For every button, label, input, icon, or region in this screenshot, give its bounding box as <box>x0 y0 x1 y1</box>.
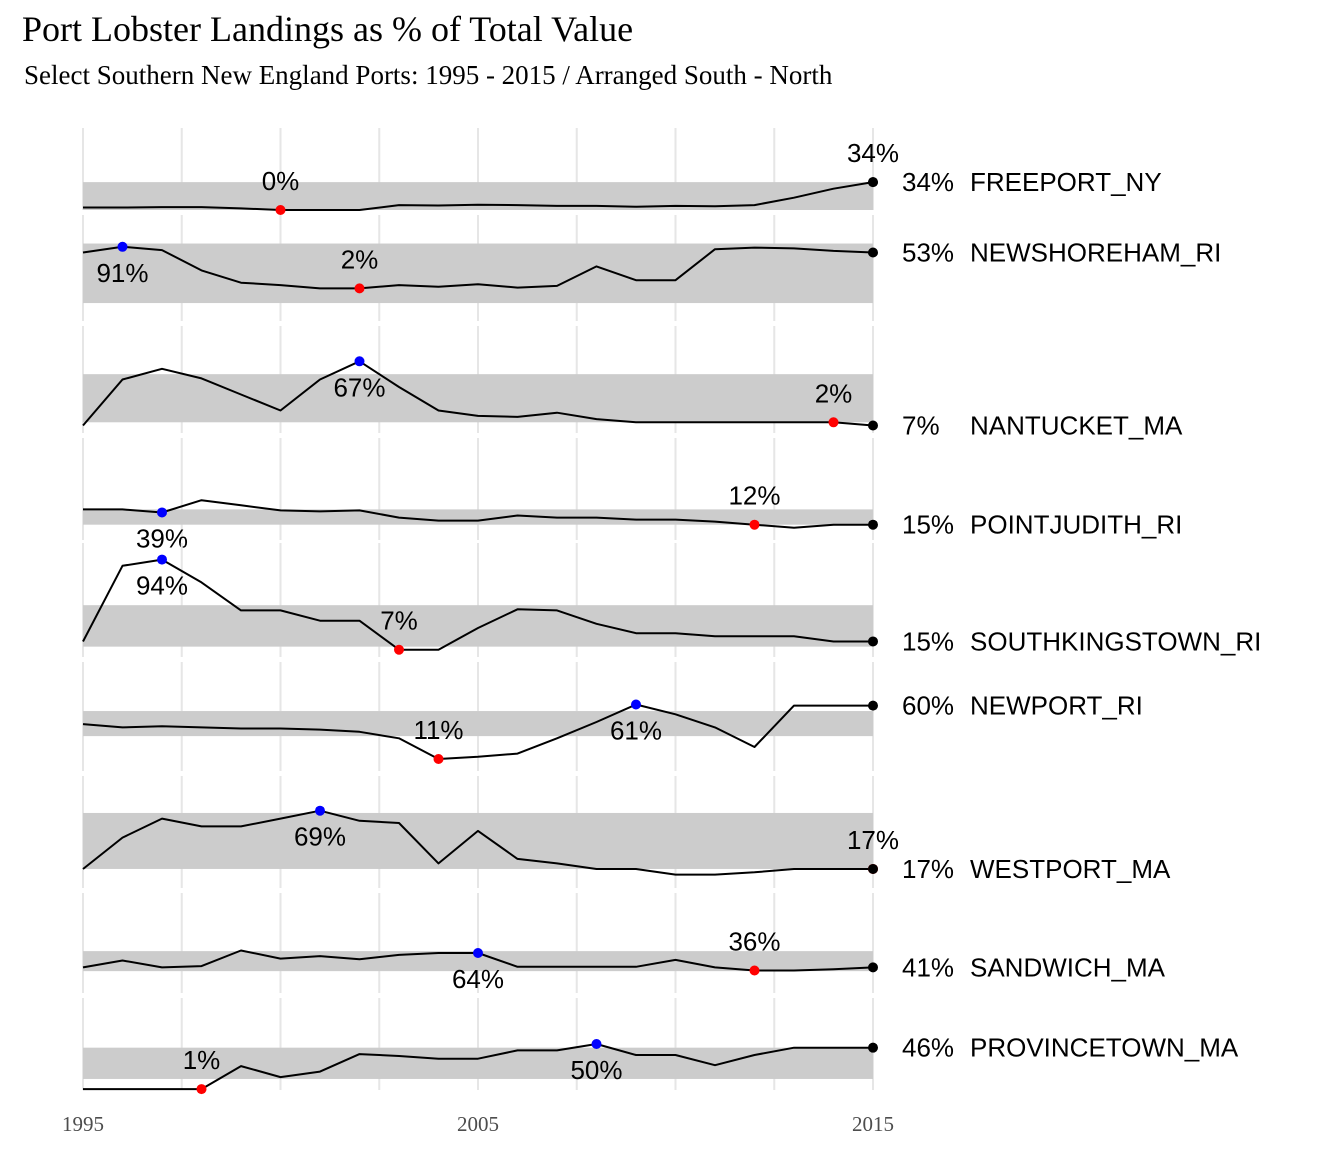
last-value-label: 41% <box>902 952 954 982</box>
last-value-label: 46% <box>902 1033 954 1063</box>
range-band <box>83 1047 873 1079</box>
last-point <box>868 519 878 530</box>
last-value-label: 60% <box>902 691 954 721</box>
last-value-label: 15% <box>902 510 954 540</box>
min-point <box>394 644 404 655</box>
last-point <box>868 962 878 973</box>
min-point <box>433 754 444 765</box>
series-line <box>82 245 874 290</box>
max-point <box>591 1039 602 1049</box>
port-name-label: SANDWICH_MA <box>970 952 1166 982</box>
facet-newshoreham-ri: 2% 91% 53% NEWSHOREHAM_RI <box>82 215 1221 321</box>
max-point <box>157 554 167 565</box>
port-name-label: NEWSHOREHAM_RI <box>970 238 1221 268</box>
port-name-label: SOUTHKINGSTOWN_RI <box>970 626 1261 656</box>
range-band <box>83 812 873 869</box>
min-point <box>749 519 760 530</box>
min-point <box>354 283 365 294</box>
facet-southkingstown-ri: 7% 94% 15% SOUTHKINGSTOWN_RI <box>82 543 1261 657</box>
min-point <box>196 1084 207 1095</box>
last-point <box>868 247 878 258</box>
facet-freeport-ny: 0% 34%34% FREEPORT_NY <box>82 128 1162 215</box>
last-value-label: 53% <box>902 238 954 268</box>
x-tick-label: 1995 <box>62 1112 104 1136</box>
min-label: 0% <box>262 166 300 196</box>
last-value-label: 15% <box>902 626 954 656</box>
series-line <box>83 499 873 529</box>
last-point <box>868 863 878 874</box>
facet-provincetown-ma: 1% 50% 46% PROVINCETOWN_MA <box>82 998 1239 1095</box>
port-name-label: PROVINCETOWN_MA <box>970 1033 1239 1063</box>
range-band <box>83 243 873 304</box>
x-tick-label: 2015 <box>852 1112 894 1136</box>
range-band <box>83 711 873 737</box>
facet-nantucket-ma: 2% 67% 7% NANTUCKET_MA <box>82 326 1183 441</box>
max-point <box>315 805 325 816</box>
min-point <box>749 965 760 976</box>
last-point <box>868 1042 878 1053</box>
min-label: 36% <box>728 927 780 957</box>
range-band <box>83 374 873 423</box>
range-band <box>83 605 873 647</box>
min-label: 2% <box>341 244 379 274</box>
max-point <box>631 699 641 710</box>
last-point <box>868 636 878 647</box>
min-point <box>275 205 286 215</box>
x-tick-label: 2005 <box>457 1112 499 1136</box>
max-point <box>117 241 128 252</box>
range-band <box>83 509 873 525</box>
port-name-label: WESTPORT_MA <box>970 854 1171 884</box>
last-point <box>868 700 878 711</box>
series-line <box>83 181 874 211</box>
series-line <box>82 558 873 651</box>
max-label: 94% <box>136 571 188 601</box>
facet-sandwich-ma: 36% 64% 41% SANDWICH_MA <box>82 893 1166 994</box>
max-label: 91% <box>96 258 148 288</box>
min-label: 12% <box>728 481 780 511</box>
facet-pointjudith-ri: 12% 39% 15% POINTJUDITH_RI <box>82 438 1182 553</box>
max-point <box>473 948 483 958</box>
chart-title: Port Lobster Landings as % of Total Valu… <box>22 9 634 49</box>
port-name-label: POINTJUDITH_RI <box>970 510 1182 540</box>
facet-newport-ri: 11% 61% 60% NEWPORT_RI <box>82 662 1143 771</box>
port-name-label: FREEPORT_NY <box>970 167 1162 197</box>
last-point <box>868 420 878 431</box>
last-value-label: 7% <box>902 411 940 441</box>
min-label: 11% <box>413 715 463 745</box>
max-label: 50% <box>570 1055 622 1085</box>
max-label: 34% <box>847 138 899 168</box>
series-line <box>82 360 874 427</box>
min-label: 17% <box>847 825 899 855</box>
chart-subtitle: Select Southern New England Ports: 1995 … <box>24 60 833 90</box>
series-line <box>83 1043 873 1091</box>
series-line <box>82 809 873 876</box>
facet-westport-ma: 17% 69% 17% WESTPORT_MA <box>82 776 1171 888</box>
max-label: 69% <box>294 822 346 852</box>
min-label: 2% <box>815 378 853 408</box>
series-line <box>82 703 873 760</box>
port-name-label: NEWPORT_RI <box>970 691 1143 721</box>
last-value-label: 17% <box>902 854 954 884</box>
max-label: 64% <box>452 964 504 994</box>
max-label: 61% <box>610 716 662 746</box>
min-label: 7% <box>380 606 418 636</box>
min-point <box>828 417 839 428</box>
range-band <box>83 951 873 972</box>
port-name-label: NANTUCKET_MA <box>970 411 1183 441</box>
max-label: 39% <box>136 523 188 553</box>
max-label: 67% <box>333 372 385 402</box>
last-value-label: 34% <box>902 167 954 197</box>
last-point <box>868 177 878 188</box>
min-label: 1% <box>183 1045 221 1075</box>
max-point <box>157 507 167 518</box>
max-point <box>354 356 365 367</box>
